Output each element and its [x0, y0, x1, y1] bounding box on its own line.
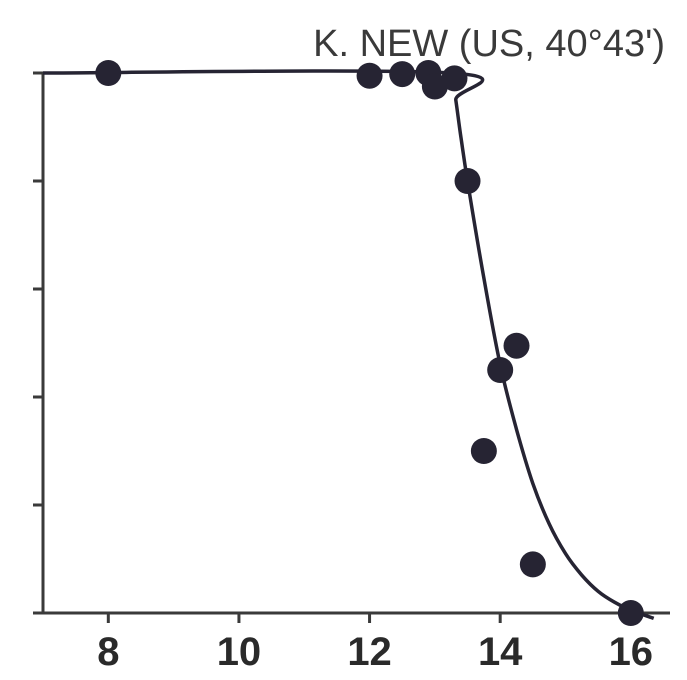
data-point — [503, 332, 530, 359]
data-point — [441, 65, 468, 92]
data-point — [617, 600, 644, 626]
x-tick-label: 10 — [217, 630, 262, 674]
x-tick-label: 12 — [347, 630, 392, 674]
data-point — [421, 73, 448, 100]
data-point — [470, 438, 497, 464]
x-tick-label: 8 — [97, 630, 119, 674]
x-tick-label: 16 — [609, 630, 654, 674]
chart-title: K. NEW (US, 40°43') — [313, 23, 665, 65]
tick-labels: 8 10 12 14 16 — [97, 630, 653, 674]
axes — [33, 71, 670, 623]
fit-curve — [42, 69, 655, 621]
x-tick-label: 14 — [478, 630, 523, 674]
data-point — [519, 551, 546, 578]
fit-curve-layer — [42, 69, 655, 621]
data-point — [454, 168, 481, 194]
data-point — [95, 60, 122, 86]
data-points — [95, 60, 644, 626]
data-point — [389, 61, 416, 88]
data-point — [487, 357, 514, 383]
data-point — [356, 62, 383, 89]
